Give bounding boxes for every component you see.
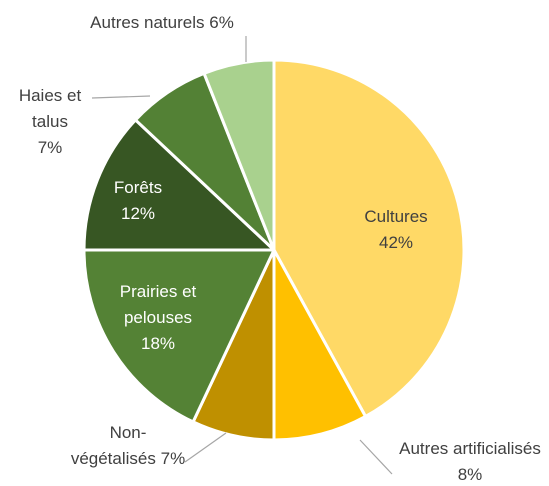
leader-line (359, 439, 393, 475)
pie-slice (272, 248, 368, 442)
slice-label: Haies et talus 7% (5, 83, 95, 161)
value-label: 12% (120, 204, 156, 223)
category-label: Forêts (113, 178, 163, 197)
category-label: Autres artificialisés (399, 439, 541, 458)
value-label: 6% (209, 13, 234, 32)
category-label: Haies et talus (18, 86, 82, 131)
value-label: 42% (378, 233, 414, 252)
slice-label: Prairies et pelouses 18% (103, 279, 213, 357)
slice-label: Autres artificialisés 8% (390, 436, 549, 486)
category-label: Non-végétalisés (70, 423, 156, 468)
category-label: Prairies et pelouses (119, 282, 197, 327)
pie-slice (202, 58, 276, 252)
pie-slice (82, 118, 276, 252)
leader-line (91, 95, 151, 99)
slice-label: Cultures 42% (336, 204, 456, 256)
category-label: Cultures (364, 207, 428, 226)
value-label: 8% (457, 465, 483, 484)
pie-slice (82, 248, 276, 424)
slice-label: Non-végétalisés 7% (68, 420, 188, 472)
leader-line (184, 432, 227, 463)
category-label: Autres naturels (90, 13, 205, 32)
slice-label: Forêts 12% (93, 175, 183, 227)
value-label: 7% (160, 449, 186, 468)
value-label: 7% (37, 138, 63, 157)
pie-slice (272, 58, 466, 418)
slice-label: Autres naturels 6% (52, 10, 272, 36)
value-label: 18% (140, 334, 176, 353)
